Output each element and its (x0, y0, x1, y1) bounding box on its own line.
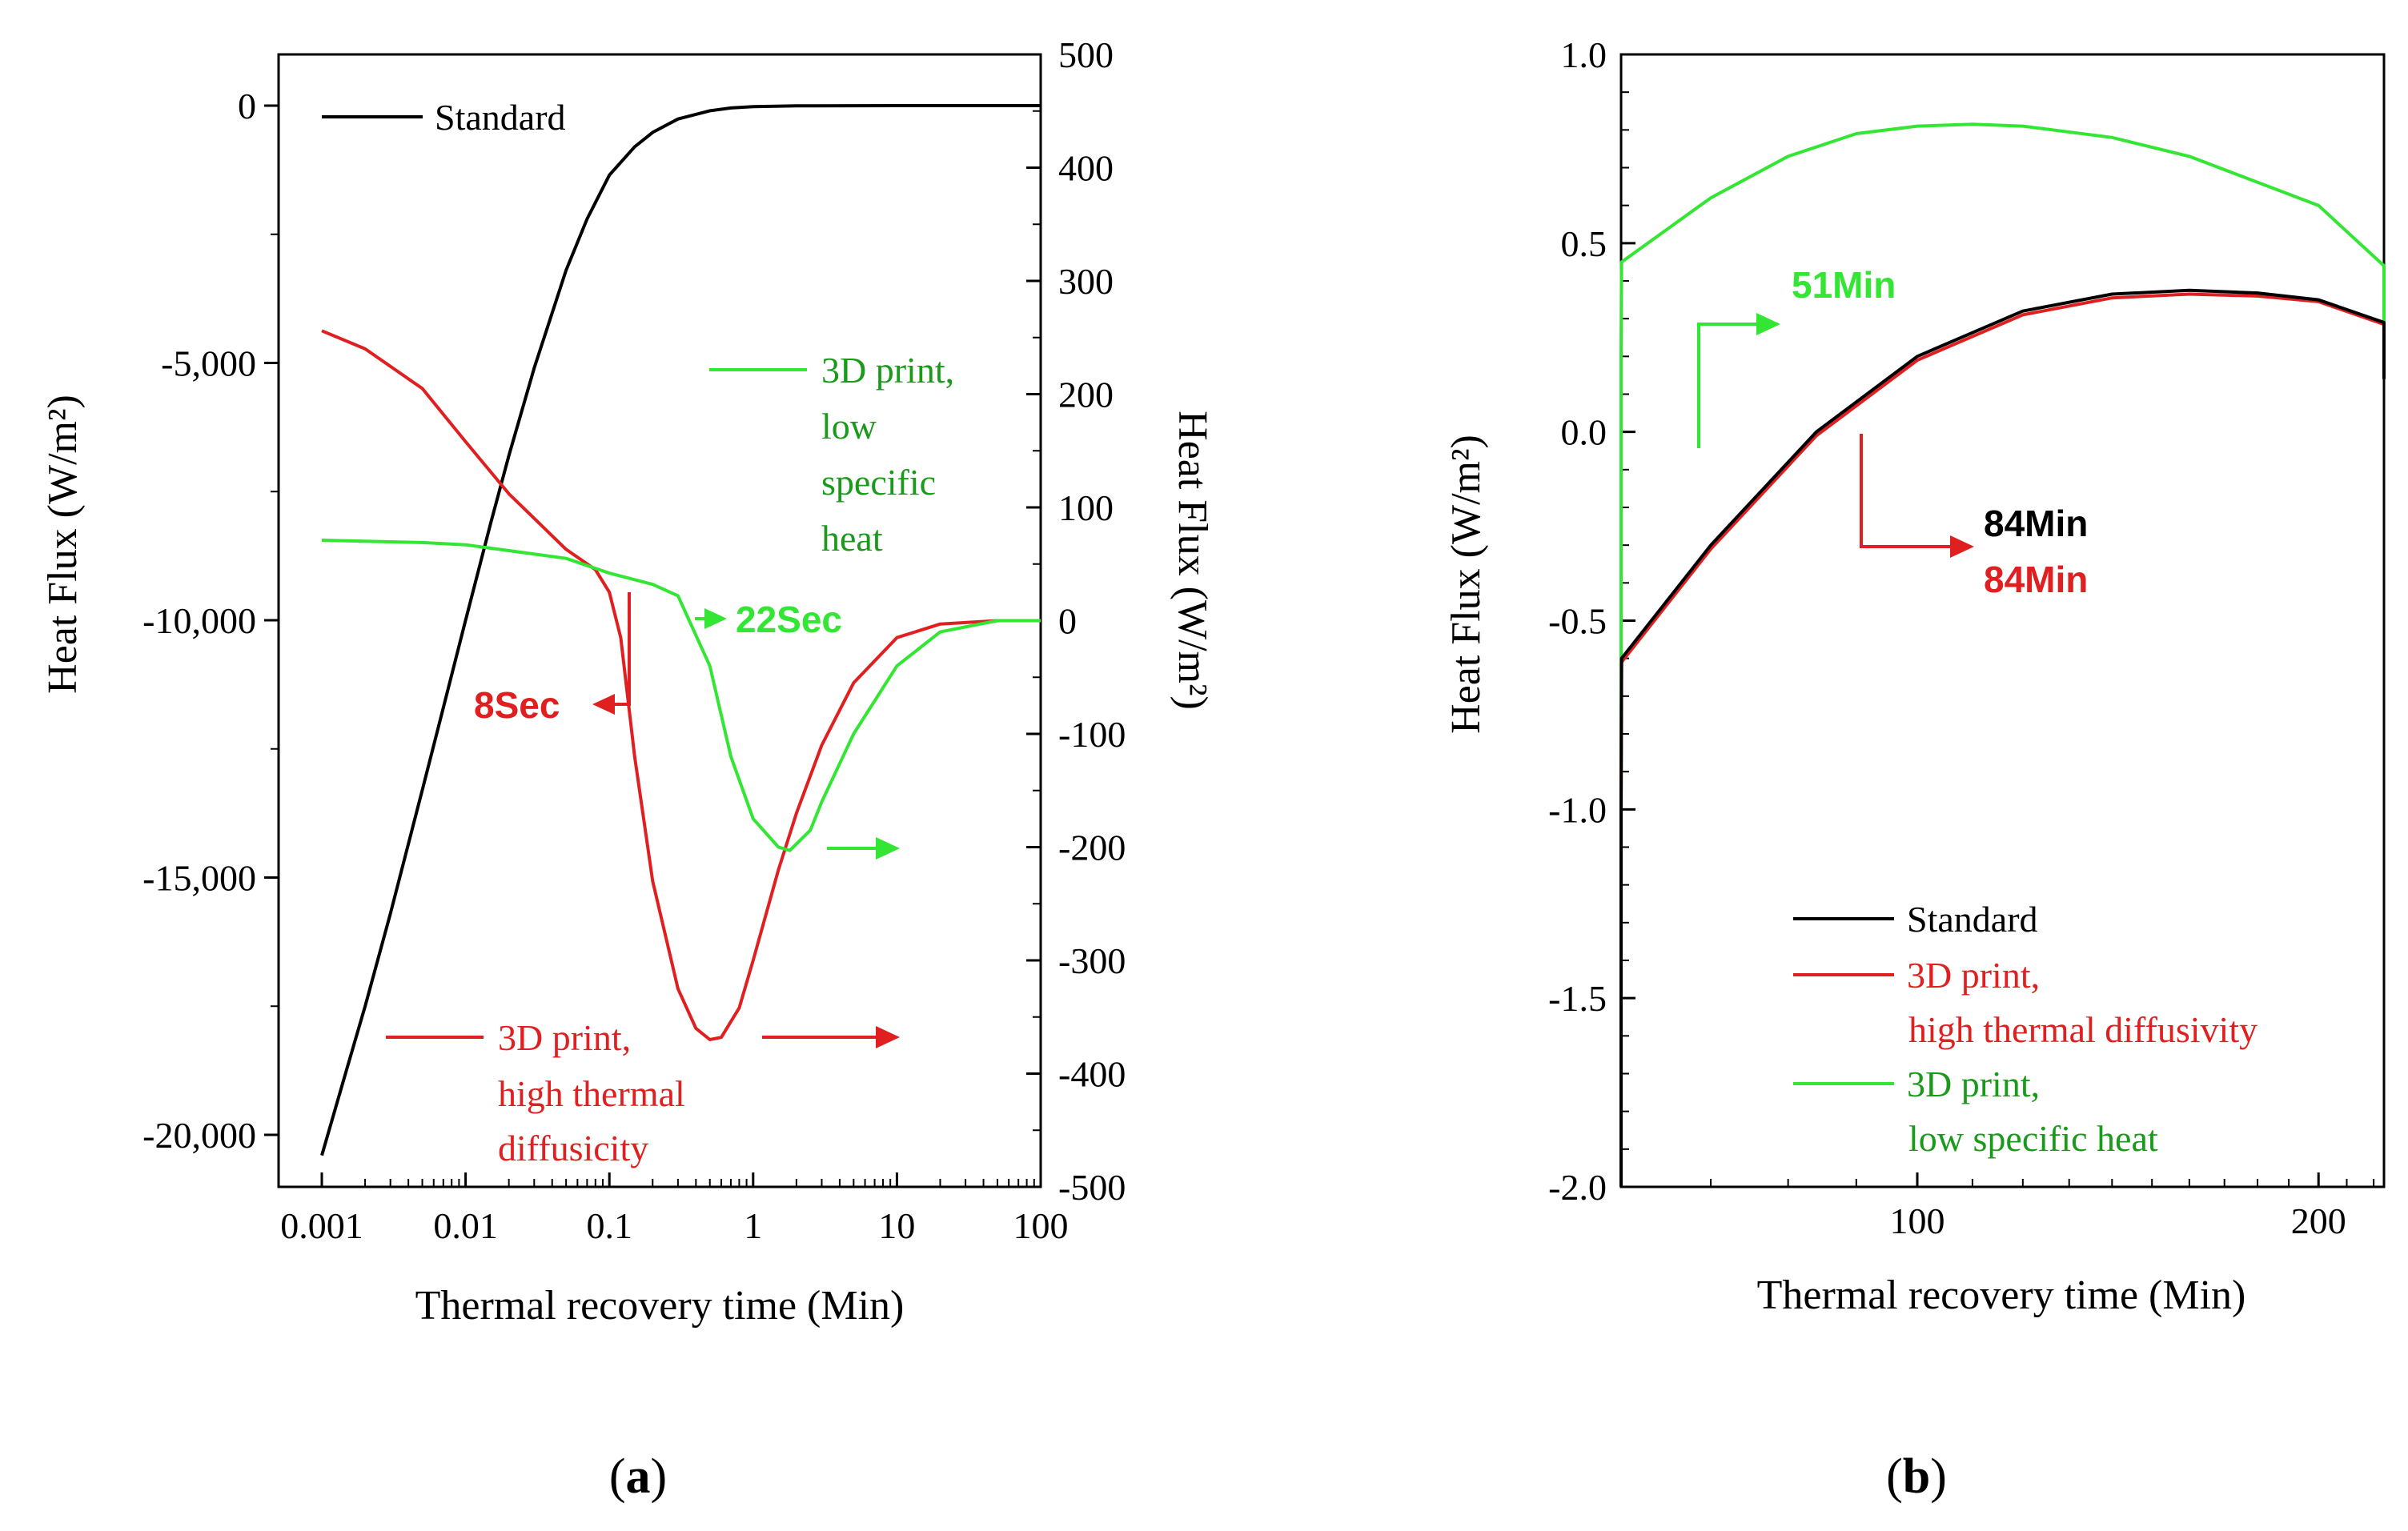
panel-a-plot-frame (277, 53, 1042, 1188)
panel-a-right-tick-label: 100 (1058, 487, 1114, 528)
panel-a-x-tick-label: 0.01 (433, 1205, 498, 1246)
panel-b-y-tick-label: -1.0 (1548, 789, 1607, 830)
panel-a-x-tick-label: 10 (878, 1205, 915, 1246)
panel-a-right-tick-label: 0 (1058, 601, 1077, 642)
panel-a-series (320, 104, 1041, 1156)
panel-a-label: (a) (609, 1449, 667, 1504)
panel-b-84min-arrow (1860, 434, 1974, 558)
panel-a-8sec-label: 8Sec (474, 684, 560, 726)
panel-a-green-right-axis-arrow (827, 837, 900, 860)
panel-a-chart: 0 -5,000 -10,000 -15,000 -20,000 500 400 300 20… (40, 34, 1215, 1329)
panel-a-right-tick-label: -300 (1058, 940, 1126, 981)
panel-a-right-tick-label: -200 (1058, 828, 1126, 868)
panel-a-red-right-axis-arrow (762, 1026, 900, 1048)
panel-b-y-tick-label: -1.5 (1548, 978, 1607, 1019)
panel-b-legend-red-label-line-2: high thermal diffusivity (1908, 1009, 2258, 1050)
panel-a-22sec-arrow (695, 608, 727, 629)
panel-a-right-tick-label: 200 (1058, 375, 1114, 415)
panel-a-left-tick-label: 0 (238, 86, 256, 126)
panel-a-x-tick-label: 100 (1013, 1205, 1069, 1246)
panel-a-green-label-line-1: 3D print, (821, 350, 954, 391)
panel-b-51min-arrow (1697, 313, 1780, 448)
panel-b-84min-red-label: 84Min (1984, 559, 2088, 600)
panel-b-y-tick-label: 0.0 (1561, 412, 1607, 453)
panel-a-series-line-3d-print-low-specific-heat (321, 539, 1041, 852)
panel-a-x-tick-label: 1 (744, 1205, 762, 1246)
panel-a-right-tick-label: -500 (1058, 1167, 1126, 1208)
panel-a-left-tick-label: -10,000 (142, 600, 256, 641)
panel-b-x-tick-label: 100 (1890, 1200, 1945, 1241)
panel-b-legend-green-label-line-1: 3D print, (1907, 1064, 2040, 1104)
panel-a-left-axis: 0 -5,000 -10,000 -15,000 -20,000 (142, 86, 279, 1156)
panel-a-green-label-line-3: specific (821, 462, 936, 503)
panel-a-xlabel: Thermal recovery time (Min) (415, 1283, 905, 1329)
panel-a-green-label-line-4: heat (821, 518, 883, 559)
panel-b-chart: 1.00.50.0-0.5-1.0-1.5-2.0 100200300400 T… (1443, 34, 2386, 1318)
panel-b-x-axis: 100200300400 (1620, 1172, 2375, 1241)
panel-a-22sec-label: 22Sec (736, 599, 842, 640)
panel-a-series-line-3d-print-high-thermal-diffusicity (321, 329, 1041, 1041)
panel-b-series-line-3d-print-low-specific-heat (1619, 122, 2386, 810)
panel-b-series-line-3d-print-high-thermal-diffusivity (1619, 292, 2386, 1187)
panel-b-y-tick-label: 0.5 (1561, 223, 1607, 264)
panel-b-series-line-standard (1619, 288, 2386, 1187)
panel-a-red-label-line-1: 3D print, (498, 1017, 631, 1058)
panel-b-legend-green-label-line-2: low specific heat (1908, 1118, 2158, 1159)
panel-b-84min-black-label: 84Min (1984, 503, 2088, 544)
panel-a-x-axis: 0.001 0.01 0.1 1 10 100 (280, 1172, 1069, 1246)
panel-b-legend: Standard 3D print, high thermal diffusiv… (1793, 899, 2258, 1159)
panel-b-y-tick-label: 1.0 (1561, 34, 1607, 75)
panel-b-y-tick-label: -2.0 (1548, 1167, 1607, 1208)
panel-b-xlabel: Thermal recovery time (Min) (1757, 1272, 2246, 1318)
panel-a-ylabel: Heat Flux (W/m²) (40, 395, 86, 694)
panel-b-legend-standard-label: Standard (1907, 899, 2038, 940)
panel-a-right-axis: 500 400 300 200 100 0 -100 -200 -300 -400 -500 (1026, 34, 1126, 1208)
panel-b-ylabel: Heat Flux (W/m²) (1443, 435, 1489, 734)
panel-b-y-tick-label: -0.5 (1548, 601, 1607, 642)
panel-a-left-tick-label: -20,000 (142, 1115, 256, 1156)
panel-a-right-tick-label: -100 (1058, 714, 1126, 755)
panel-a-right-tick-label: 300 (1058, 261, 1114, 302)
panel-b-51min-label: 51Min (1792, 264, 1896, 306)
panel-a-right-tick-label: 400 (1058, 148, 1114, 189)
panel-b-series (1619, 122, 2386, 1187)
panel-b-legend-red-label-line-1: 3D print, (1907, 955, 2040, 996)
panel-a-x-tick-label: 0.1 (586, 1205, 632, 1246)
panel-a-right-tick-label: -400 (1058, 1054, 1126, 1095)
panel-b-x-tick-label: 200 (2291, 1200, 2346, 1241)
panel-a-series-line-standard (320, 104, 1041, 1156)
panel-a-green-label-line-2: low (821, 406, 877, 447)
panel-b-y-axis: 1.0 0.5 0.0 -0.5 -1.0 -1.5 -2.0 (1548, 34, 1635, 1208)
panel-a-ylabel-right: Heat Flux (W/m²) (1170, 411, 1215, 710)
panel-a-red-label-line-2: high thermal (498, 1073, 685, 1114)
panel-a-right-tick-label: 500 (1058, 34, 1114, 75)
panel-a-legend-standard-label: Standard (435, 97, 566, 138)
panel-a-x-tick-label: 0.001 (280, 1205, 363, 1246)
panel-a-8sec-arrow (592, 592, 631, 715)
panel-a-left-tick-label: -5,000 (161, 343, 256, 384)
panel-a-red-label-line-3: diffusicity (498, 1128, 648, 1168)
panel-b-label: (b) (1886, 1449, 1947, 1504)
panel-a-left-tick-label: -15,000 (142, 858, 256, 899)
